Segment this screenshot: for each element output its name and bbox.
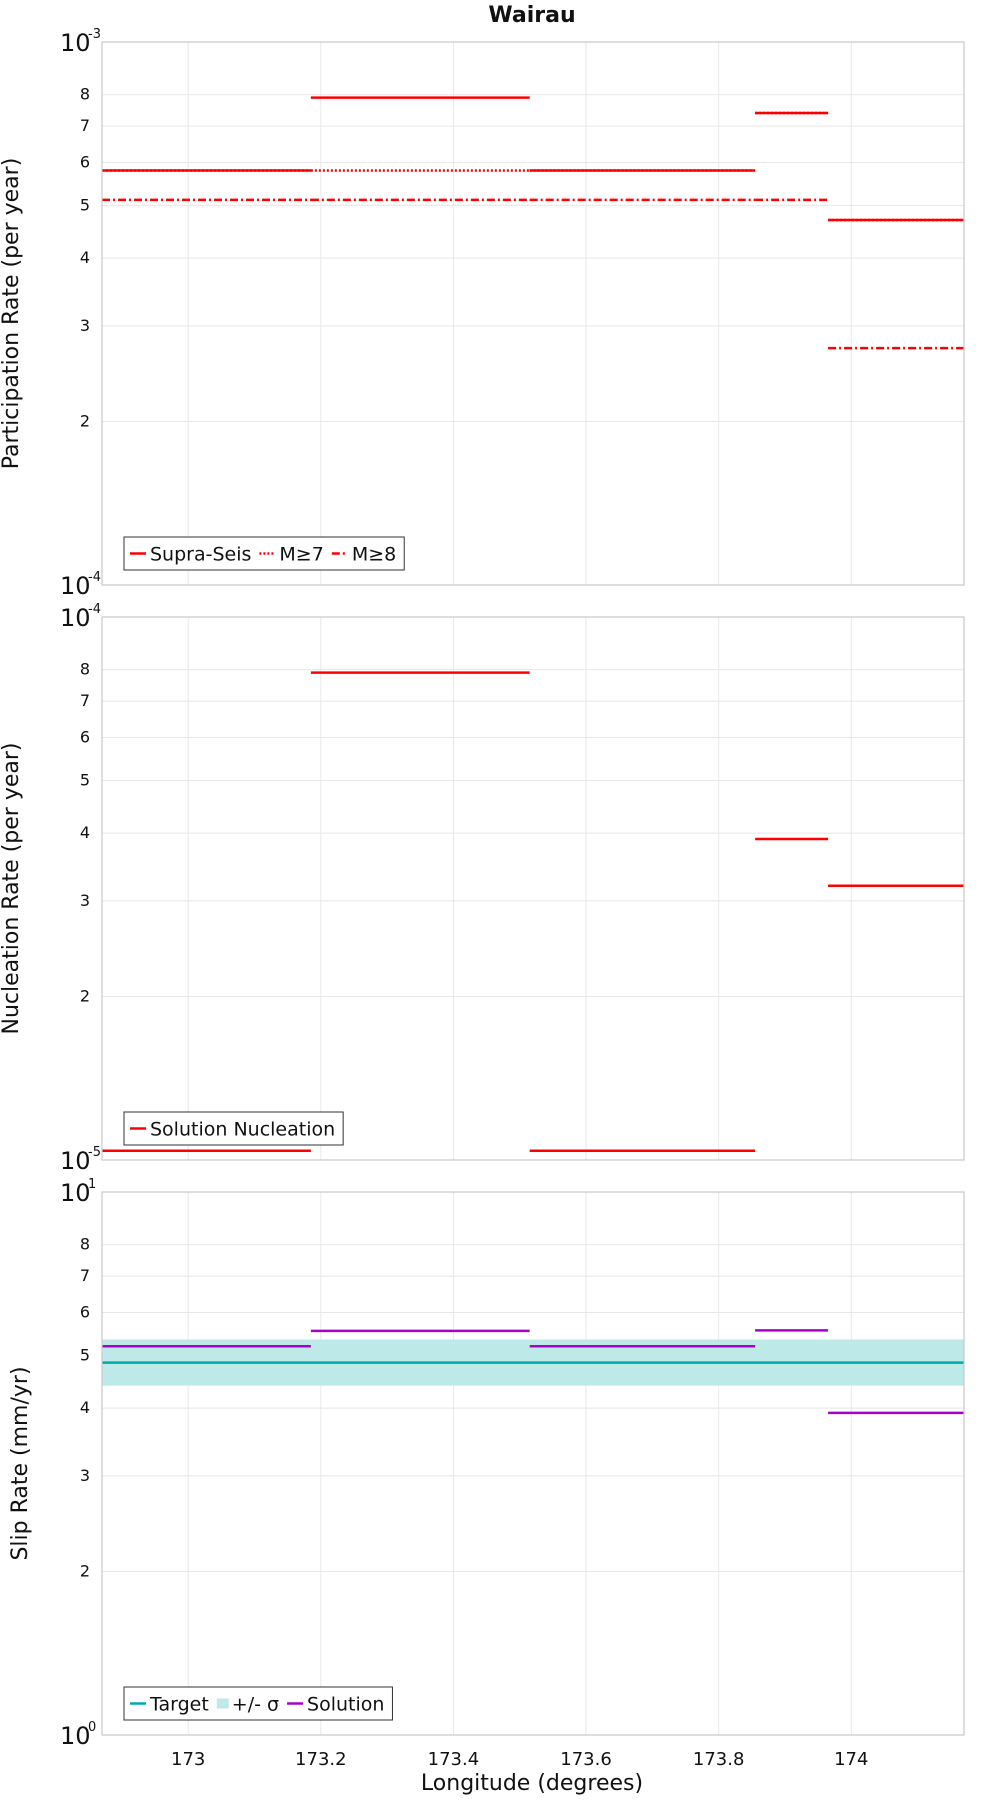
y-tick-label: 5 xyxy=(80,1345,90,1364)
y-tick-label: 4 xyxy=(80,1398,90,1417)
y-tick-label: 10 xyxy=(60,1722,91,1750)
legend-box xyxy=(123,1686,393,1721)
legend-label: Supra-Seis xyxy=(150,544,251,566)
y-tick-label: 6 xyxy=(80,1302,90,1321)
x-axis-label: Longitude (degrees) xyxy=(421,1771,643,1796)
y-tick-label: 5 xyxy=(80,770,90,789)
plot-frame xyxy=(101,616,965,1161)
y-tick-label: 3 xyxy=(80,1466,90,1485)
chart-title: Wairau xyxy=(488,3,575,28)
y-tick-exponent: -5 xyxy=(88,1145,101,1160)
y-tick-label: 2 xyxy=(80,1562,90,1581)
y-axis-label: Nucleation Rate (per year) xyxy=(0,743,24,1035)
legend-label: M≥7 xyxy=(279,544,323,566)
legend-label: Solution xyxy=(307,1694,384,1716)
y-axis-label: Participation Rate (per year) xyxy=(0,158,24,470)
y-tick-label: 4 xyxy=(80,248,90,267)
y-tick-label: 7 xyxy=(80,1266,90,1285)
y-tick-label: 10 xyxy=(60,29,91,57)
y-tick-exponent: -4 xyxy=(88,602,101,617)
legend: Target +/- σ Solution xyxy=(123,1686,393,1721)
plot-frame xyxy=(101,41,965,586)
y-tick-label: 8 xyxy=(80,85,90,104)
y-tick-label: 10 xyxy=(60,604,91,632)
x-tick-label: 174 xyxy=(834,1749,868,1770)
x-tick-label: 173 xyxy=(171,1749,205,1770)
y-tick-label: 8 xyxy=(80,660,90,679)
x-tick-label: 173.6 xyxy=(560,1749,612,1770)
y-tick-label: 4 xyxy=(80,823,90,842)
y-tick-label: 7 xyxy=(80,116,90,135)
y-tick-exponent: 1 xyxy=(88,1177,96,1192)
y-tick-label: 6 xyxy=(80,727,90,746)
y-tick-label: 2 xyxy=(80,412,90,431)
y-tick-label: 10 xyxy=(60,1147,91,1175)
y-axis-label: Slip Rate (mm/yr) xyxy=(8,1366,33,1560)
legend-label: Target xyxy=(149,1694,209,1716)
y-tick-label: 3 xyxy=(80,316,90,335)
y-tick-label: 8 xyxy=(80,1235,90,1254)
y-tick-label: 3 xyxy=(80,891,90,910)
legend-label: +/- σ xyxy=(232,1694,279,1716)
legend-label: M≥8 xyxy=(352,544,396,566)
y-tick-label: 2 xyxy=(80,987,90,1006)
legend-box xyxy=(123,1111,344,1146)
plot-frame xyxy=(101,1191,965,1736)
y-tick-label: 6 xyxy=(80,152,90,171)
y-tick-label: 10 xyxy=(60,572,91,600)
y-tick-exponent: -3 xyxy=(88,27,101,42)
legend-label: Solution Nucleation xyxy=(150,1119,335,1141)
y-tick-exponent: -4 xyxy=(88,570,101,585)
y-tick-label: 10 xyxy=(60,1179,91,1207)
y-tick-label: 7 xyxy=(80,691,90,710)
x-tick-label: 173.8 xyxy=(693,1749,745,1770)
legend-swatch xyxy=(216,1698,229,1709)
y-tick-label: 5 xyxy=(80,195,90,214)
x-tick-label: 173.2 xyxy=(295,1749,347,1770)
y-tick-exponent: 0 xyxy=(88,1720,96,1735)
legend: Supra-Seis M≥7 M≥8 xyxy=(123,536,405,571)
x-tick-label: 173.4 xyxy=(428,1749,480,1770)
legend: Solution Nucleation xyxy=(123,1111,344,1146)
